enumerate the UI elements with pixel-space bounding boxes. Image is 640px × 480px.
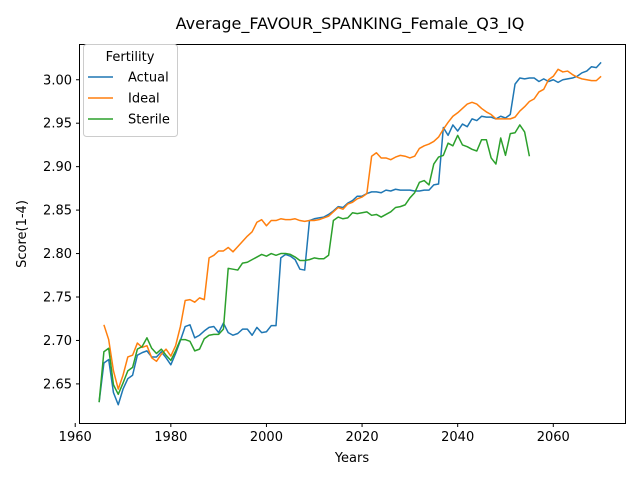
series-line-ideal <box>103 68 602 390</box>
legend-items: Actual Ideal Sterile <box>88 71 170 128</box>
y-tick-label: 2.95 <box>43 117 72 132</box>
y-tick-label: 2.75 <box>43 291 72 306</box>
x-tick-label: 2000 <box>250 430 283 445</box>
legend-label-actual: Actual <box>128 71 169 86</box>
y-axis: 2.65 2.70 2.75 2.80 2.85 2.90 2.95 3.00 <box>43 73 80 392</box>
chart-title: Average_FAVOUR_SPANKING_Female_Q3_IQ <box>176 14 525 34</box>
series-line-actual <box>98 61 602 406</box>
x-axis-label: Years <box>334 451 370 466</box>
legend-label-sterile: Sterile <box>128 113 170 128</box>
y-tick-label: 2.70 <box>43 334 72 349</box>
plot-frame <box>79 44 626 424</box>
y-tick-label: 2.80 <box>43 247 72 262</box>
x-tick-label: 2020 <box>346 430 379 445</box>
series-line-sterile <box>98 124 531 403</box>
y-tick-label: 2.65 <box>43 377 72 392</box>
x-tick-label: 2040 <box>441 430 474 445</box>
legend-title: Fertility <box>106 50 155 65</box>
y-tick-label: 2.90 <box>43 160 72 175</box>
legend-box <box>83 44 178 137</box>
legend-label-ideal: Ideal <box>128 92 160 107</box>
legend: Fertility Actual Ideal Sterile <box>83 44 178 137</box>
series-layer <box>98 61 602 406</box>
y-tick-label: 2.85 <box>43 204 72 219</box>
y-tick-label: 3.00 <box>43 73 72 88</box>
x-tick-label: 1980 <box>154 430 187 445</box>
x-tick-label: 1960 <box>59 430 92 445</box>
x-axis: 1960 1980 2000 2020 2040 2060 <box>59 423 570 445</box>
y-axis-label: Score(1-4) <box>15 200 30 268</box>
x-tick-label: 2060 <box>537 430 570 445</box>
